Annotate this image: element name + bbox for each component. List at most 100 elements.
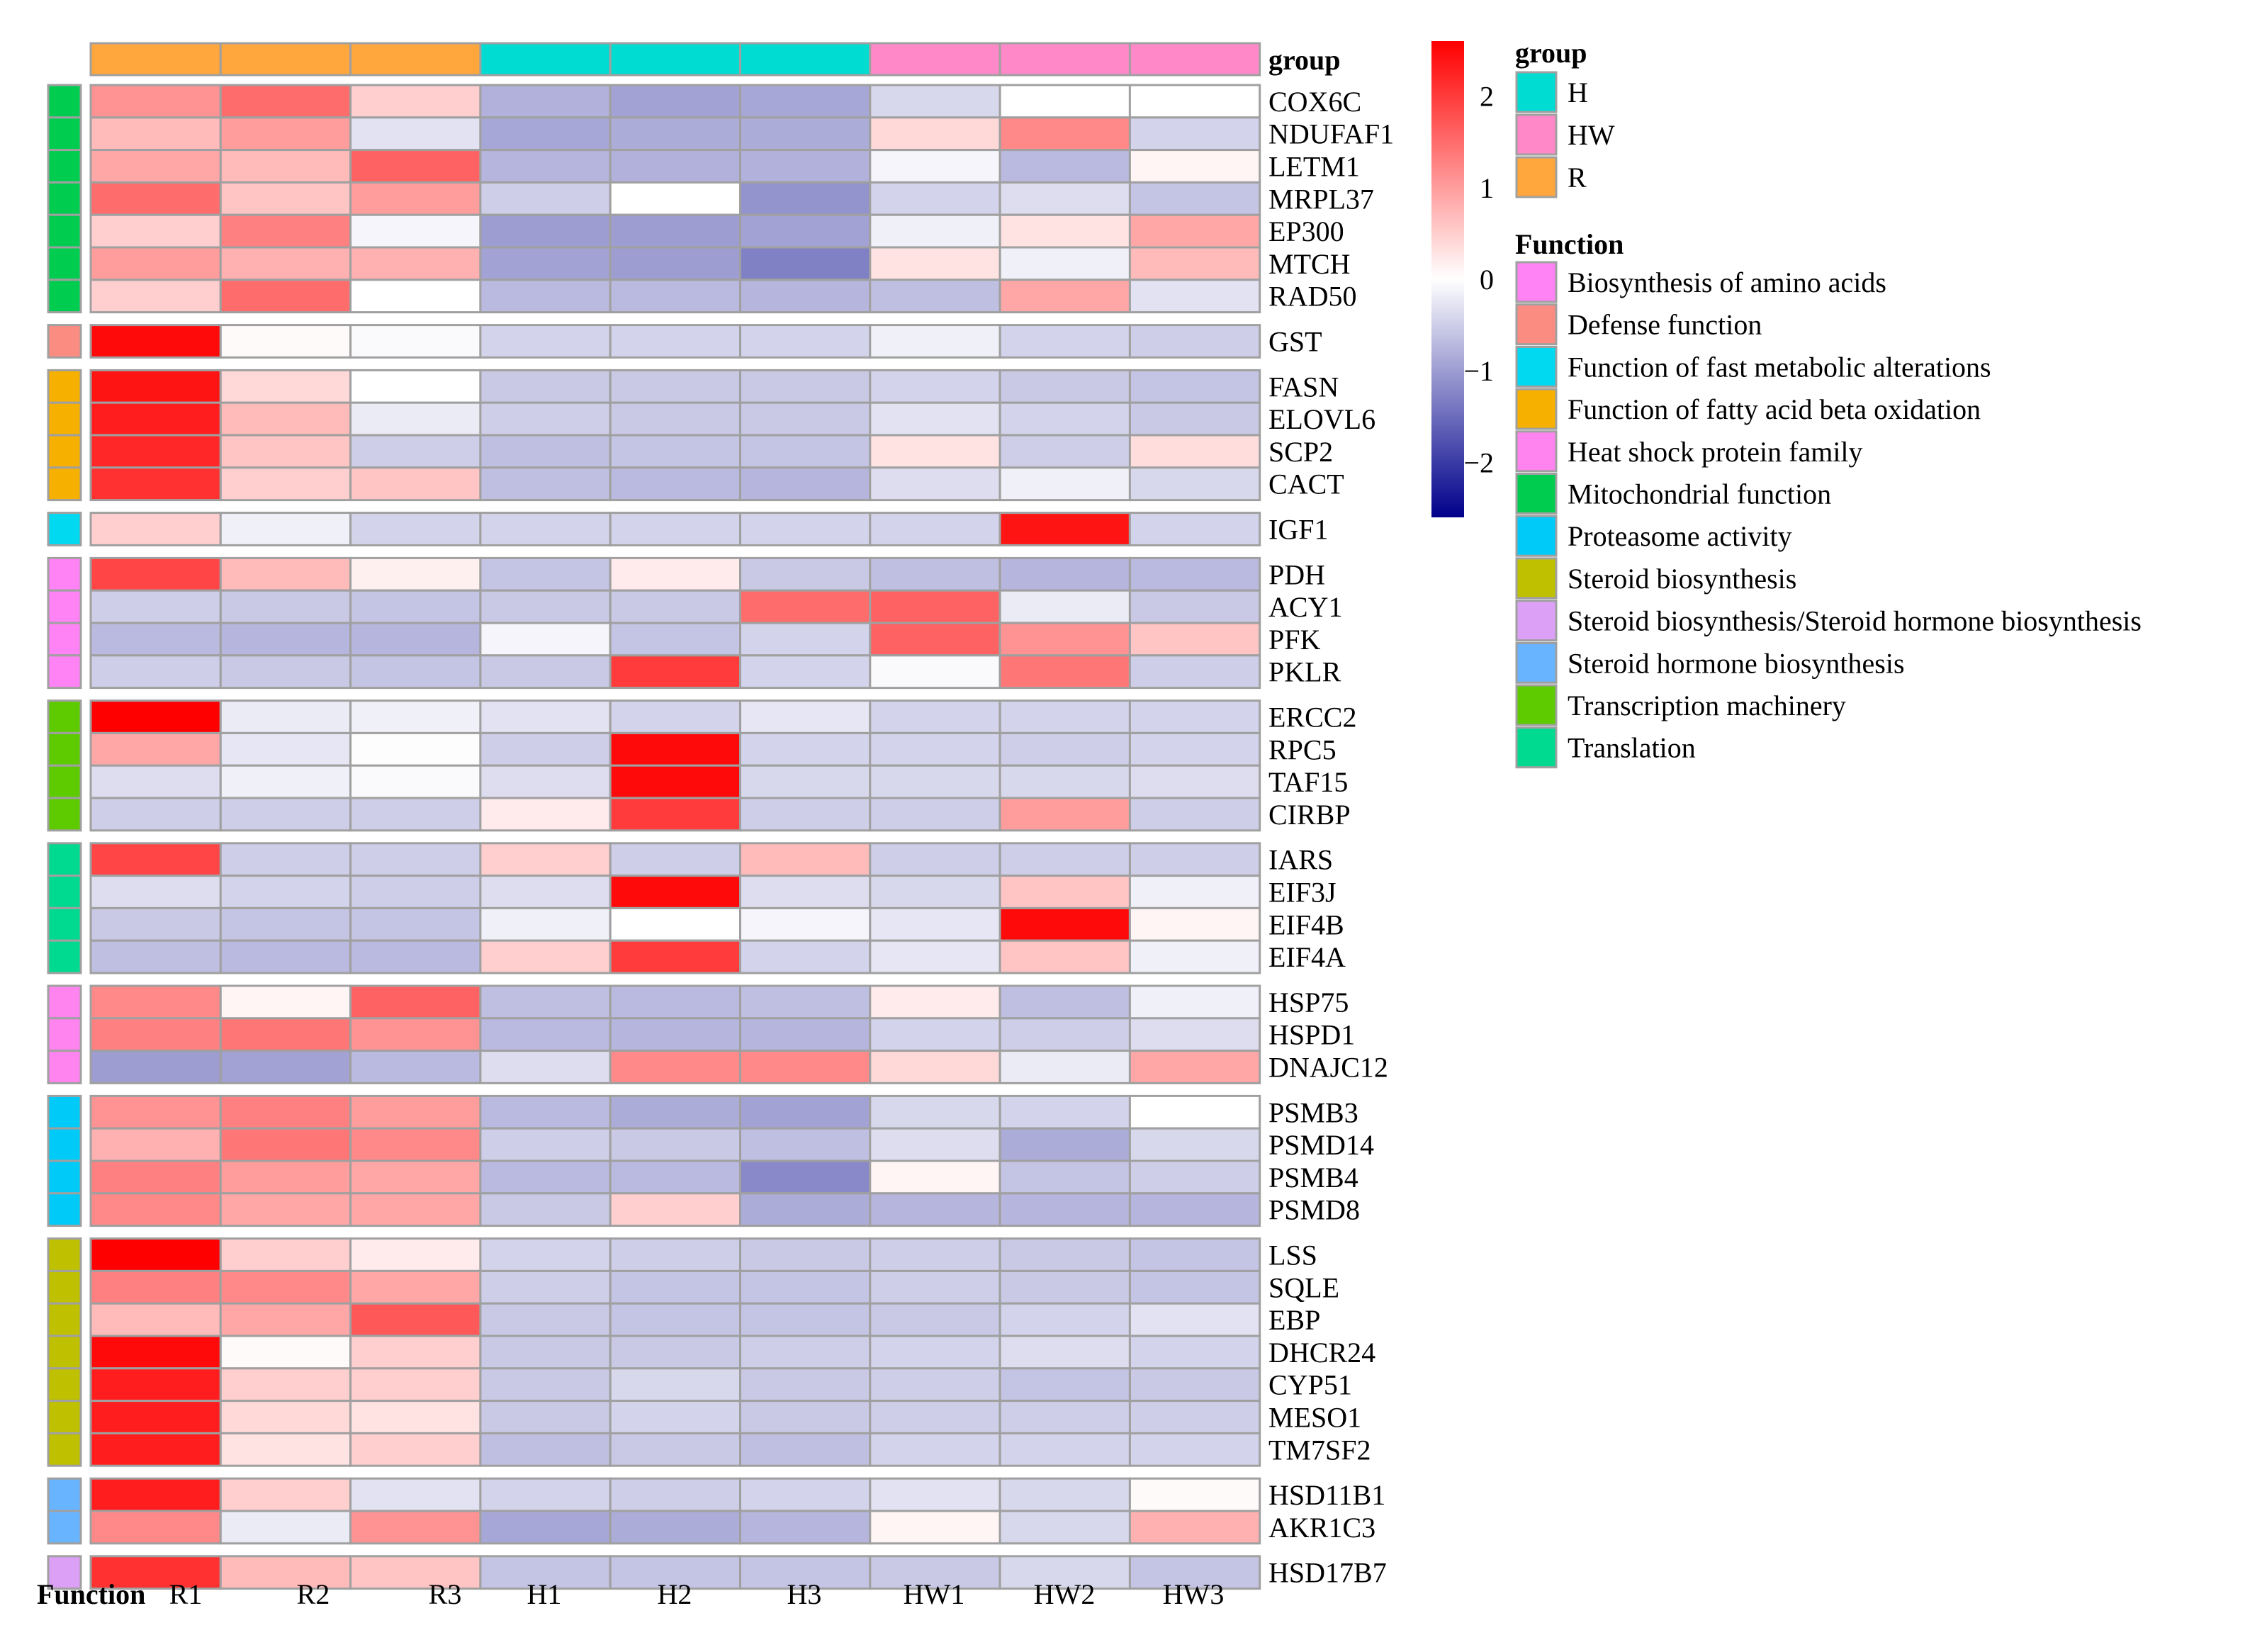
heat-cell-MESO1-HW3	[1128, 1400, 1261, 1434]
heat-cell-EBP-R2	[219, 1302, 352, 1337]
heat-cell-RAD50-R1	[89, 279, 222, 314]
heat-cell-IGF1-R2	[219, 512, 352, 546]
heat-cell-MTCH-HW2	[998, 246, 1131, 281]
heat-cell-EIF3J-HW3	[1128, 875, 1261, 909]
heat-cell-EIF4B-R2	[219, 906, 352, 942]
heat-cell-ELOVL6-HW2	[998, 401, 1131, 437]
heat-cell-ACY1-H3	[739, 589, 872, 624]
group-legend-label-HW: HW	[1568, 119, 1615, 151]
colorbar-tick-label: −1	[1463, 355, 1494, 387]
heat-cell-RAD50-R3	[349, 279, 482, 314]
heat-cell-PSMD14-HW3	[1128, 1127, 1261, 1162]
function-cell-GST	[47, 324, 82, 359]
colorbar-tick-label: 1	[1480, 172, 1494, 204]
colorbar-tick-label: 0	[1480, 264, 1494, 296]
heat-cell-EIF3J-H2	[609, 875, 742, 909]
row-label-EP300: EP300	[1268, 215, 1344, 247]
heat-cell-CACT-HW1	[869, 466, 1001, 502]
colorbar-ticks: 2 1 0 −1 −2	[1463, 81, 1494, 479]
heat-cell-ACY1-R3	[349, 589, 482, 624]
heat-cell-EBP-H3	[739, 1302, 872, 1337]
heat-cell-COX6C-HW3	[1128, 84, 1261, 119]
heat-cell-IARS-HW3	[1128, 842, 1261, 877]
row-label-GST: GST	[1268, 326, 1322, 358]
heat-cell-SQLE-HW2	[998, 1269, 1131, 1305]
function-cell-ERCC2	[47, 699, 82, 734]
heat-cell-DHCR24-HW1	[869, 1334, 1001, 1370]
heat-cell-HSPD1-HW2	[998, 1017, 1131, 1052]
heat-cell-PSMD14-HW2	[998, 1127, 1131, 1162]
heat-cell-SCP2-HW1	[869, 434, 1001, 469]
heat-cell-EIF3J-R3	[349, 875, 482, 909]
row-label-LETM1: LETM1	[1268, 151, 1360, 183]
function-legend-label: Function of fatty acid beta oxidation	[1568, 393, 1981, 425]
heat-cell-PFK-H3	[739, 622, 872, 657]
col-label-R2: R2	[297, 1578, 330, 1610]
heat-cell-FASN-HW1	[869, 369, 1001, 404]
heat-cell-EIF4A-R1	[89, 939, 222, 974]
function-cell-IARS	[47, 842, 82, 877]
heat-cell-LETM1-R1	[89, 149, 222, 184]
heat-cell-RPC5-R2	[219, 731, 352, 767]
heat-cell-ACY1-HW1	[869, 589, 1001, 624]
heat-cell-EIF3J-HW1	[869, 875, 1001, 909]
heat-cell-NDUFAF1-R2	[219, 116, 352, 152]
function-cell-PSMB4	[47, 1159, 82, 1195]
heat-cell-RAD50-HW3	[1128, 279, 1261, 314]
function-cell-MRPL37	[47, 181, 82, 216]
heat-cell-TM7SF2-HW1	[869, 1432, 1001, 1467]
heat-cell-LSS-H2	[609, 1237, 742, 1272]
heat-cell-CYP51-R2	[219, 1367, 352, 1403]
row-label-EIF4A: EIF4A	[1268, 941, 1346, 973]
row-label-TM7SF2: TM7SF2	[1268, 1434, 1371, 1466]
heat-cell-CIRBP-R2	[219, 797, 352, 832]
function-cell-PDH	[47, 556, 82, 592]
heat-cell-CIRBP-R1	[89, 797, 222, 832]
heat-cell-LSS-HW1	[869, 1237, 1001, 1272]
function-cell-CACT	[47, 466, 82, 502]
heat-cell-PDH-R1	[89, 556, 222, 592]
heat-cell-FASN-HW2	[998, 369, 1131, 404]
heat-cell-PFK-HW1	[869, 622, 1001, 657]
row-label-PKLR: PKLR	[1268, 656, 1341, 688]
heat-cell-HSP75-HW1	[869, 984, 1001, 1020]
heat-cell-DHCR24-R3	[349, 1334, 482, 1370]
heat-cell-RPC5-HW3	[1128, 731, 1261, 767]
heat-cell-GST-R3	[349, 324, 482, 359]
heat-cell-HSD11B1-H3	[739, 1477, 872, 1512]
heat-cell-ACY1-HW3	[1128, 589, 1261, 624]
heat-cell-TM7SF2-H1	[479, 1432, 612, 1467]
heat-cell-LSS-HW3	[1128, 1237, 1261, 1272]
group-cell-R1	[89, 42, 222, 77]
row-label-EIF3J: EIF3J	[1268, 877, 1337, 909]
heat-cell-HSD17B7-HW2	[998, 1555, 1131, 1590]
heat-cell-IGF1-HW2	[998, 512, 1131, 546]
heat-cell-CACT-H3	[739, 466, 872, 502]
heat-cell-SCP2-H1	[479, 434, 612, 469]
heat-cell-EIF4B-H3	[739, 906, 872, 942]
heat-cell-PKLR-H3	[739, 654, 872, 690]
heat-cell-TM7SF2-H2	[609, 1432, 742, 1467]
heat-cell-AKR1C3-HW1	[869, 1510, 1001, 1545]
heat-cell-SQLE-H3	[739, 1269, 872, 1305]
heat-cell-PKLR-HW2	[998, 654, 1131, 690]
heat-cell-EIF3J-H3	[739, 875, 872, 909]
heat-cell-DHCR24-R2	[219, 1334, 352, 1370]
row-label-CYP51: CYP51	[1268, 1369, 1352, 1401]
heat-cell-MESO1-R3	[349, 1400, 482, 1434]
row-label-MESO1: MESO1	[1268, 1402, 1361, 1434]
heat-cell-COX6C-H1	[479, 84, 612, 119]
heat-cell-MRPL37-HW1	[869, 181, 1001, 216]
function-cell-EP300	[47, 213, 82, 249]
row-label-TAF15: TAF15	[1268, 766, 1348, 798]
heat-cell-LETM1-H2	[609, 149, 742, 184]
function-legend-swatch	[1515, 430, 1558, 473]
group-cell-H2	[609, 42, 742, 77]
heat-cell-HSD11B1-HW3	[1128, 1477, 1261, 1512]
heat-cell-RAD50-HW1	[869, 279, 1001, 314]
group-legend: group H HW R	[1515, 37, 1615, 198]
heat-cell-COX6C-R1	[89, 84, 222, 119]
heat-cell-HSD17B7-R1	[89, 1555, 222, 1590]
heat-cell-PFK-HW3	[1128, 622, 1261, 657]
function-legend-label: Proteasome activity	[1568, 520, 1792, 552]
